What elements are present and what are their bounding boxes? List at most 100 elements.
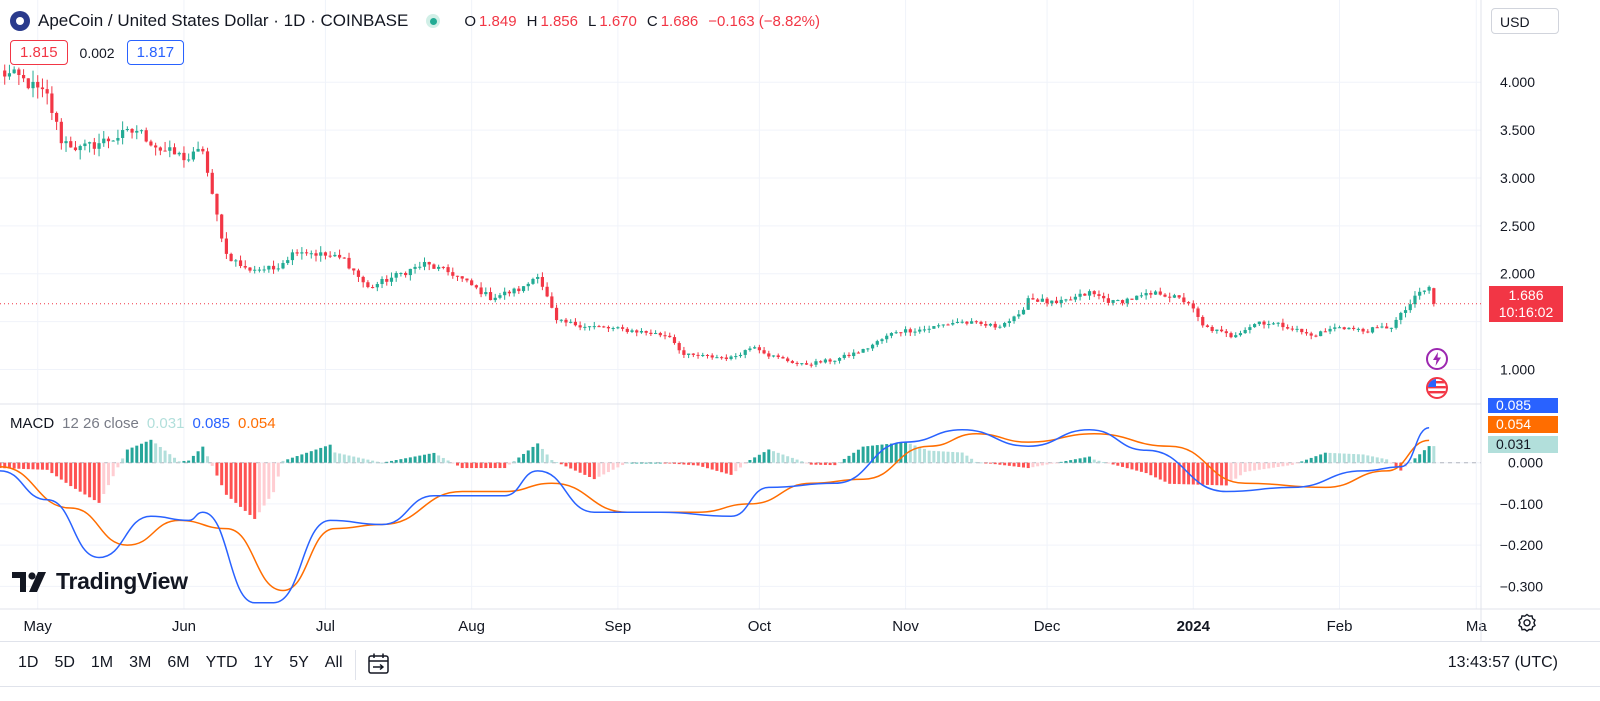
range-button-1d[interactable]: 1D <box>18 654 39 671</box>
candle-body <box>116 137 120 141</box>
candle-body <box>1370 327 1375 333</box>
histogram-bar <box>1356 454 1360 463</box>
candle-body <box>1045 298 1049 304</box>
histogram-bar <box>550 460 554 463</box>
candle-body <box>828 359 832 362</box>
range-button-1y[interactable]: 1Y <box>253 654 274 671</box>
histogram-bar <box>946 451 950 463</box>
candle-body <box>1337 327 1342 329</box>
histogram-bar <box>1286 462 1290 466</box>
candle-body <box>356 270 361 277</box>
candle-body <box>1328 328 1332 332</box>
candle-body <box>734 356 738 358</box>
histogram-bar <box>3 462 7 469</box>
candle-body <box>385 278 389 282</box>
histogram-bar <box>460 462 464 469</box>
tradingview-logo[interactable]: TradingView <box>12 568 188 595</box>
histogram-bar <box>658 462 662 464</box>
buy-price-button[interactable]: 1.817 <box>126 40 185 65</box>
range-button-ytd[interactable]: YTD <box>205 654 238 671</box>
calendar-range-icon[interactable] <box>366 652 392 676</box>
histogram-bar <box>111 462 115 477</box>
histogram-bar <box>1304 459 1308 463</box>
candle-body <box>139 130 144 132</box>
candle-body <box>687 353 691 355</box>
candle-body <box>1356 328 1360 330</box>
histogram-bar <box>239 462 243 507</box>
histogram-bar <box>951 451 955 463</box>
candle-body <box>234 260 238 262</box>
histogram-bar <box>1036 462 1040 467</box>
utc-clock[interactable]: 13:43:57 (UTC) <box>1447 654 1558 671</box>
histogram-bar <box>569 462 573 469</box>
histogram-bar <box>960 452 964 463</box>
histogram-bar <box>663 462 667 464</box>
candle-body <box>517 288 521 292</box>
candle-body <box>78 146 82 151</box>
range-button-3m[interactable]: 3M <box>129 654 152 671</box>
us-flag-event-icon[interactable] <box>1426 377 1448 399</box>
range-button-5d[interactable]: 5D <box>54 654 75 671</box>
candle-body <box>290 252 295 261</box>
candle-body <box>446 267 450 273</box>
candle-body <box>1097 294 1101 296</box>
candle-body <box>984 324 988 326</box>
candle-body <box>1427 286 1431 291</box>
histogram-bar <box>78 462 82 492</box>
symbol-title[interactable]: ApeCoin / United States Dollar · 1D · CO… <box>38 11 409 30</box>
candle-body <box>602 326 606 328</box>
candle-body <box>861 349 865 353</box>
histogram-bar <box>1408 462 1412 464</box>
histogram-bar <box>790 457 794 463</box>
histogram-bar <box>856 449 860 463</box>
histogram-bar <box>342 454 346 463</box>
histogram-bar <box>941 451 945 463</box>
range-button-6m[interactable]: 6M <box>167 654 190 671</box>
candle-body <box>83 143 87 147</box>
candle-body <box>955 321 960 323</box>
histogram-bar <box>380 462 384 464</box>
candle-body <box>531 278 535 284</box>
histogram-bar <box>621 462 625 466</box>
histogram-bar <box>1220 462 1224 486</box>
candle-body <box>550 296 554 308</box>
candle-body <box>1205 325 1210 327</box>
histogram-bar <box>168 454 172 463</box>
last-price-label: 1.686 10:16:02 <box>1489 286 1563 322</box>
range-button-all[interactable]: All <box>324 654 343 671</box>
range-button-5y[interactable]: 5Y <box>289 654 309 671</box>
currency-selector[interactable]: USD <box>1491 8 1559 34</box>
histogram-bar <box>1328 452 1332 463</box>
candle-body <box>918 329 922 332</box>
candle-body <box>503 291 507 296</box>
lightning-event-icon[interactable] <box>1426 348 1448 370</box>
histogram-bar <box>545 454 549 463</box>
histogram-bar <box>1380 458 1384 463</box>
range-button-1m[interactable]: 1M <box>90 654 114 671</box>
last-price-value: 1.686 <box>1508 287 1544 303</box>
histogram-bar <box>578 462 582 473</box>
histogram-bar <box>484 462 488 469</box>
candle-body <box>1135 295 1139 300</box>
histogram-bar <box>998 462 1002 465</box>
candle-body <box>1403 310 1408 313</box>
histogram-bar <box>328 444 332 463</box>
settings-gear-icon[interactable] <box>1517 613 1537 633</box>
histogram-bar <box>649 462 653 464</box>
histogram-bar <box>352 456 356 463</box>
candle-body <box>465 278 469 281</box>
histogram-bar <box>224 462 228 495</box>
histogram-bar <box>555 462 559 463</box>
sell-price-button[interactable]: 1.815 <box>10 40 68 65</box>
histogram-bar <box>83 462 87 495</box>
candle-body <box>220 214 224 239</box>
candle-body <box>1120 300 1125 304</box>
histogram-bar <box>404 458 408 463</box>
market-status-icon[interactable] <box>426 14 441 28</box>
histogram-bar <box>1432 446 1436 463</box>
candle-body <box>776 355 780 358</box>
histogram-bar <box>1300 461 1304 463</box>
macd-legend[interactable]: MACD 12 26 close 0.031 0.085 0.054 <box>10 415 276 432</box>
candle-body <box>1281 322 1285 328</box>
